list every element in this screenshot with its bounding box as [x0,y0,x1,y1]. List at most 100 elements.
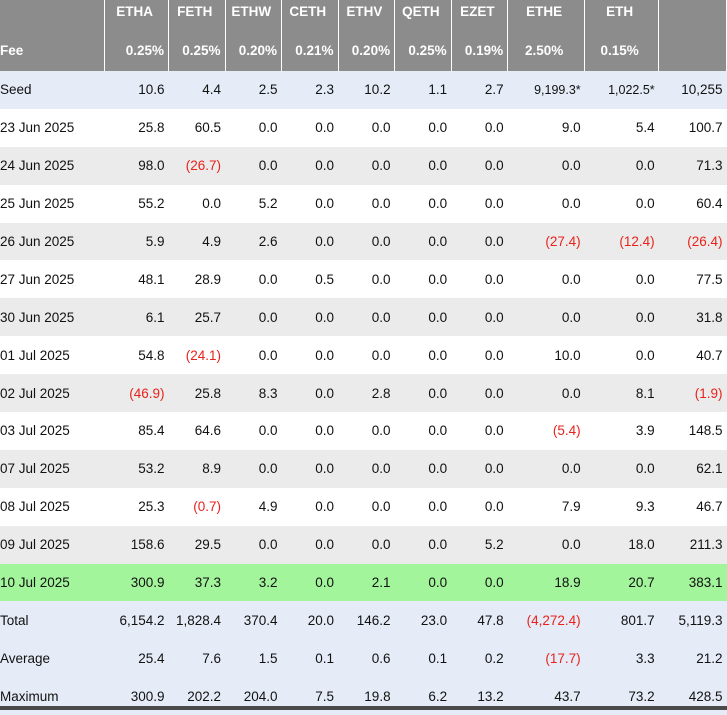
cell-feth: 25.7 [168,298,226,337]
cell-eth: 9.3 [584,487,659,526]
table-row: 08 Jul 2025 25.3 (0.7) 4.9 0.0 0.0 0.0 0.0 7.9 9.… [0,487,727,526]
cell-ethw: 8.3 [225,374,282,413]
row-label: 26 Jun 2025 [0,222,105,261]
cell-ethv: 0.0 [338,146,395,185]
cell-eth: 20.7 [584,563,659,602]
row-label: 07 Jul 2025 [0,449,105,488]
cell-total: 5,119.3 [658,601,727,640]
fee-eth: 0.15% [584,29,660,71]
column-header-ethe: ETHE [507,0,586,29]
header-row: ETHA FETH ETHW CETH ETHV QETH EZET ETHE … [0,0,727,29]
table-row: 01 Jul 2025 54.8 (24.1) 0.0 0.0 0.0 0.0 0.0 10.0… [0,336,727,375]
cell-ethw: 2.6 [225,222,282,261]
cell-ethw: 0.0 [225,336,282,375]
cell-etha: 54.8 [104,336,169,375]
cell-feth: 37.3 [168,563,226,602]
cell-ethe: 9,199.3* [507,71,585,109]
row-label: 03 Jul 2025 [0,412,105,450]
cell-ethe: 7.9 [507,487,585,526]
cell-qeth: 0.0 [394,108,452,147]
table-row: Seed 10.6 4.4 2.5 2.3 10.2 1.1 2.7 9,199.3* 1,022… [0,71,727,109]
cell-etha: 5.9 [104,222,169,261]
cell-etha: 6,154.2 [104,601,169,640]
cell-ethe: (27.4) [507,222,585,261]
table-row: 23 Jun 2025 25.8 60.5 0.0 0.0 0.0 0.0 0.0 9.0 5.4… [0,108,727,147]
row-label: Seed [0,71,105,109]
cell-ethv: 0.0 [338,487,395,526]
cell-ceth: 2.3 [281,71,339,109]
cell-ethe: 0.0 [507,260,585,299]
column-header-ethw: ETHW [225,0,283,29]
cell-ezet: 47.8 [451,601,508,640]
cell-feth: 1,828.4 [168,601,226,640]
cell-ethe: (17.7) [507,639,585,678]
cell-feth: (0.7) [168,487,226,526]
column-header-etha: ETHA [104,0,170,29]
table-row: 10 Jul 2025 300.9 37.3 3.2 0.0 2.1 0.0 0.0 18.9 2… [0,563,727,602]
cell-ceth: 0.0 [281,336,339,375]
cell-ezet: 0.0 [451,146,508,185]
cell-qeth: 0.0 [394,525,452,564]
row-label: 01 Jul 2025 [0,336,105,375]
cell-ethe: 9.0 [507,108,585,147]
cell-ezet: 5.2 [451,525,508,564]
table-row: 07 Jul 2025 53.2 8.9 0.0 0.0 0.0 0.0 0.0 0.0 0.0 6… [0,449,727,488]
row-label: 09 Jul 2025 [0,525,105,564]
cell-ethv: 10.2 [338,71,395,109]
fee-ethe: 2.50% [507,29,586,71]
cell-ethv: 2.1 [338,563,395,602]
cell-qeth: 0.1 [394,639,452,678]
fee-ethw: 0.20% [225,29,283,71]
cell-qeth: 0.0 [394,260,452,299]
cell-ethw: 1.5 [225,639,282,678]
cell-ethe: 0.0 [507,146,585,185]
cell-qeth: 0.0 [394,412,452,450]
cell-eth: 3.9 [584,412,659,450]
cell-total: 148.5 [658,412,727,450]
cell-ceth: 0.0 [281,222,339,261]
cell-eth: 1,022.5* [584,71,659,109]
cell-ethw: 0.0 [225,525,282,564]
cell-ezet: 0.0 [451,563,508,602]
cell-ethw: 0.0 [225,260,282,299]
cell-ceth: 0.0 [281,412,339,450]
cell-ethw: 4.9 [225,487,282,526]
cell-eth: 8.1 [584,374,659,413]
table-row: 02 Jul 2025 (46.9) 25.8 8.3 0.0 2.8 0.0 0.0 0.0 8… [0,374,727,413]
cell-feth: 4.4 [168,71,226,109]
cell-ceth: 0.0 [281,487,339,526]
cell-ethv: 0.0 [338,449,395,488]
cell-etha: 25.8 [104,108,169,147]
column-header-ceth: CETH [281,0,339,29]
cell-eth: 0.0 [584,449,659,488]
cell-ezet: 0.0 [451,108,508,147]
cell-etha: 55.2 [104,184,169,223]
row-label: 10 Jul 2025 [0,563,105,602]
table-row: Total 6,154.2 1,828.4 370.4 20.0 146.2 23.0 47.… [0,601,727,640]
fee-etha: 0.25% [104,29,170,71]
cell-ethv: 0.0 [338,336,395,375]
cell-feth: 8.9 [168,449,226,488]
cell-eth: (12.4) [584,222,659,261]
cell-ethw: 0.0 [225,146,282,185]
cell-qeth: 23.0 [394,601,452,640]
cell-eth: 801.7 [584,601,659,640]
cell-ezet: 0.0 [451,298,508,337]
column-header-qeth: QETH [394,0,452,29]
column-header-ezet: EZET [451,0,509,29]
fee-ethv: 0.20% [338,29,396,71]
cell-etha: 300.9 [104,563,169,602]
cell-ceth: 0.0 [281,146,339,185]
cell-ceth: 20.0 [281,601,339,640]
cell-etha: 53.2 [104,449,169,488]
cell-ethe: 0.0 [507,525,585,564]
cell-feth: 25.8 [168,374,226,413]
cell-ceth: 0.5 [281,260,339,299]
cell-ethv: 0.6 [338,639,395,678]
cell-eth: 18.0 [584,525,659,564]
cell-ethe: 0.0 [507,184,585,223]
cell-total: (1.9) [658,374,727,413]
cell-ethw: 5.2 [225,184,282,223]
cell-ezet: 0.0 [451,449,508,488]
cell-feth: (24.1) [168,336,226,375]
